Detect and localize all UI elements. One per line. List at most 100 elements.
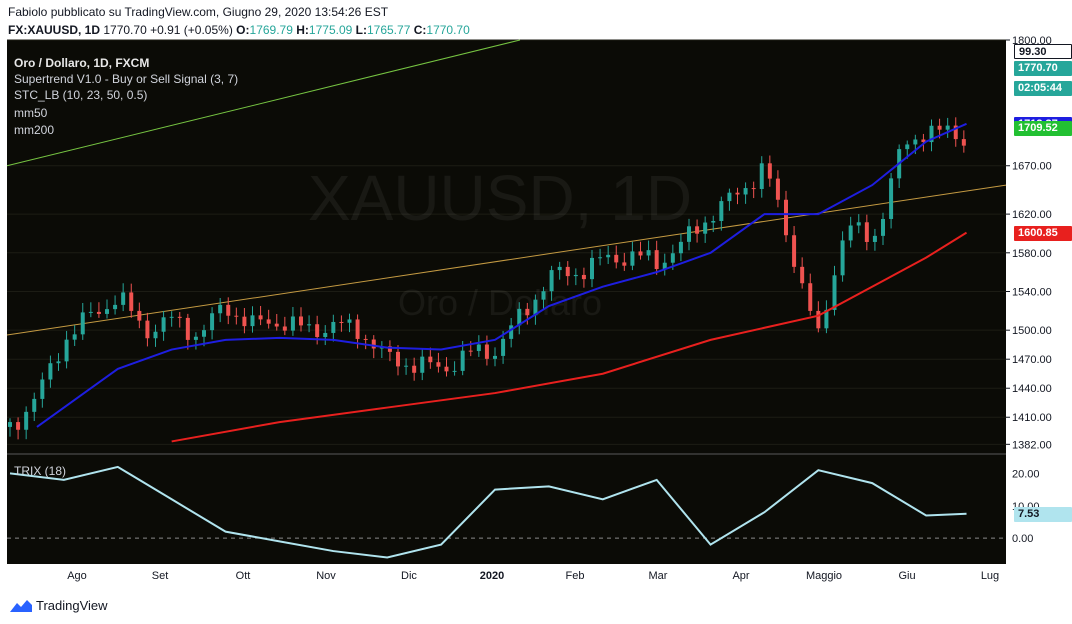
candle-body	[735, 192, 740, 195]
candle-body	[493, 355, 497, 359]
candle-body	[905, 144, 910, 150]
candle-body	[468, 350, 473, 352]
candle-body	[48, 363, 53, 380]
candle-body	[444, 366, 449, 372]
time-tick-label: Lug	[981, 570, 999, 582]
candle-body	[218, 304, 223, 314]
candle-body	[751, 188, 756, 190]
candle-body	[921, 139, 926, 143]
candle-body	[226, 304, 231, 316]
candle-body	[80, 312, 85, 335]
candle-body	[840, 240, 845, 276]
price-tick-label: 1500.00	[1012, 325, 1052, 337]
candle-body	[614, 254, 619, 263]
candle-body	[153, 331, 158, 339]
candle-body	[484, 344, 489, 359]
candle-body	[800, 266, 805, 284]
candle-body	[121, 292, 126, 305]
candle-body	[872, 235, 877, 242]
candle-body	[169, 316, 174, 318]
legend-stc[interactable]: STC_LB (10, 23, 50, 0.5)	[14, 88, 148, 102]
candle-body	[96, 311, 101, 314]
candle-body	[856, 222, 861, 226]
candle-body	[557, 266, 562, 271]
candle-body	[517, 308, 522, 326]
time-tick-label: Nov	[316, 570, 336, 582]
trix-pane-bg	[7, 454, 1006, 564]
candle-body	[202, 330, 206, 337]
candle-body	[428, 356, 433, 363]
candle-body	[703, 222, 708, 234]
tradingview-logo-icon	[10, 599, 32, 612]
candle-body	[8, 422, 12, 427]
legend-supertrend[interactable]: Supertrend V1.0 - Buy or Sell Signal (3,…	[14, 72, 239, 86]
candle-body	[622, 262, 627, 266]
trendline-upper	[6, 39, 521, 167]
candle-body	[266, 319, 271, 324]
candle-body	[759, 163, 764, 189]
price-tick-label: 1410.00	[1012, 412, 1052, 424]
candle-body	[339, 321, 344, 323]
candle-body	[323, 332, 328, 337]
trix-pane	[7, 465, 1006, 559]
candle-body	[193, 336, 198, 340]
candle-body	[784, 199, 788, 236]
candle-body	[258, 315, 263, 320]
candle-body	[743, 188, 748, 195]
low-label: L:	[355, 23, 367, 37]
candle-body	[889, 178, 894, 219]
candle-body	[396, 351, 400, 367]
brand-name: TradingView	[36, 598, 108, 613]
candle-body	[460, 350, 465, 371]
candle-body	[137, 310, 142, 321]
time-tick-label: Set	[152, 570, 169, 582]
legend-trix[interactable]: TRIX (18)	[14, 464, 67, 478]
price-tick-label: 1540.00	[1012, 286, 1052, 298]
candle-body	[234, 315, 239, 317]
trix-value-tag: 7.53	[1014, 506, 1072, 522]
candle-body	[331, 321, 336, 333]
candle-body	[88, 311, 93, 313]
candle-body	[606, 254, 611, 258]
candle-body	[945, 125, 950, 130]
candle-body	[307, 324, 312, 326]
candle-body	[864, 222, 869, 242]
candle-body	[363, 338, 368, 340]
candle-body	[315, 324, 320, 337]
candle-body	[695, 226, 700, 234]
candle-body	[145, 320, 150, 339]
candle-body	[961, 139, 966, 146]
candle-body	[630, 251, 635, 266]
candle-body	[565, 266, 570, 277]
candle-body	[775, 178, 780, 200]
legend-mm50[interactable]: mm50	[14, 106, 48, 120]
symbol-label[interactable]: FX:XAUUSD, 1D	[8, 23, 101, 37]
candle-body	[549, 270, 554, 292]
candle-body	[371, 339, 376, 349]
trix-tick-label: 0.00	[1012, 533, 1033, 545]
candle-body	[185, 317, 190, 340]
symbol-ohlc-bar: FX:XAUUSD, 1D 1770.70 +0.91 (+0.05%) O:1…	[8, 23, 470, 37]
legend-mm200[interactable]: mm200	[14, 123, 55, 137]
candle-body	[929, 125, 934, 143]
trix-tick-label: 20.00	[1012, 468, 1040, 480]
footer-brand[interactable]: TradingView	[10, 598, 108, 613]
candle-body	[476, 344, 481, 352]
candle-body	[533, 299, 538, 316]
price-tick-label: 1440.00	[1012, 383, 1052, 395]
trix-line	[9, 465, 967, 559]
candle-body	[881, 218, 885, 236]
candle-body	[808, 283, 813, 311]
axes: 1382.00 1410.00 1440.00 1470.00 1500.00 1540.…	[67, 35, 1052, 582]
price-tick-label: 1670.00	[1012, 161, 1052, 173]
candle-body	[250, 315, 255, 327]
candle-body	[816, 310, 821, 329]
price-tick-label: 1470.00	[1012, 354, 1052, 366]
candle-body	[347, 319, 352, 323]
time-tick-label: Feb	[566, 570, 585, 582]
candle-body	[161, 317, 166, 332]
candle-body	[727, 192, 732, 202]
price-change: +0.91 (+0.05%)	[150, 23, 233, 37]
candle-body	[274, 323, 279, 327]
